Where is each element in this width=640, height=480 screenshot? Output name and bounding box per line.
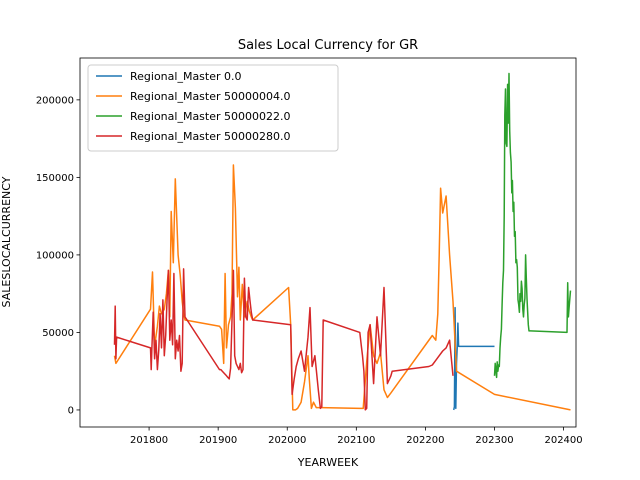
x-axis-label: YEARWEEK: [297, 456, 359, 469]
y-tick-label: 50000: [42, 328, 74, 339]
x-tick-label: 201900: [199, 435, 237, 446]
ticks-layer: 201800 201900 202000 202100 202200 202300 2024…: [36, 95, 583, 446]
legend-label-3: Regional_Master 50000022.0: [130, 110, 291, 123]
y-tick-label: 150000: [36, 173, 74, 184]
x-tick-label: 202100: [337, 435, 375, 446]
axes-layer: [79, 57, 577, 428]
y-axis-label: SALESLOCALCURRENCY: [0, 176, 13, 307]
x-tick-label: 202400: [544, 435, 582, 446]
legend-box: [87, 64, 339, 152]
series-line-4: [113, 268, 454, 411]
x-tick-label: 202000: [268, 435, 306, 446]
legend-label-1: Regional_Master 0.0: [130, 70, 242, 83]
series-line-2: [113, 164, 571, 411]
series-line-3: [493, 72, 572, 379]
x-tick-label: 201800: [130, 435, 168, 446]
legend-label-2: Regional_Master 50000004.0: [130, 90, 291, 103]
y-tick-label: 0: [68, 405, 74, 416]
x-tick-label: 202200: [406, 435, 444, 446]
legend-label-4: Regional_Master 50000280.0: [130, 130, 291, 143]
plot-frame: [79, 57, 577, 428]
x-tick-label: 202300: [475, 435, 513, 446]
y-tick-label: 200000: [36, 95, 74, 106]
y-tick-label: 100000: [36, 250, 74, 261]
chart-title: Sales Local Currency for GR: [238, 38, 418, 53]
series-layer: [113, 72, 572, 411]
series-line-1: [452, 306, 495, 411]
legend: Regional_Master 0.0 Regional_Master 50000…: [87, 64, 339, 152]
